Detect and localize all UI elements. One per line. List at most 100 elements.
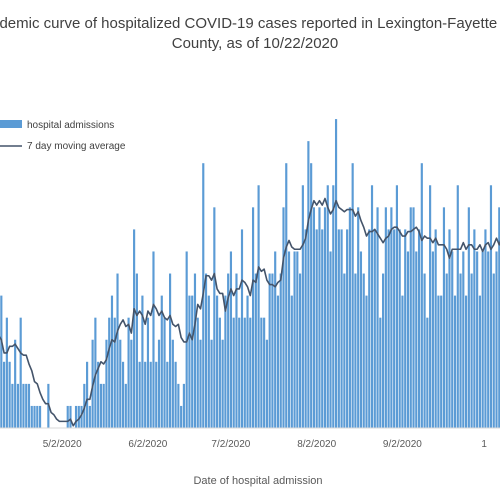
bar (301, 185, 304, 428)
bar (343, 273, 346, 428)
bar (357, 207, 360, 428)
bar (498, 207, 500, 428)
bar (249, 317, 252, 428)
bar (207, 295, 210, 428)
bar (448, 229, 451, 428)
bar (323, 207, 327, 428)
bar (315, 229, 318, 428)
bar (74, 405, 78, 428)
bar (130, 339, 133, 428)
x-tick-label: 6/2/2020 (128, 439, 167, 450)
bar (251, 207, 255, 428)
bar (492, 273, 495, 428)
bar (412, 207, 415, 428)
bar (426, 317, 429, 428)
bar (462, 251, 465, 428)
x-tick-label: 5/2/2020 (43, 439, 82, 450)
bar (445, 273, 448, 428)
bar (116, 273, 119, 428)
bar (16, 383, 20, 428)
bar (193, 273, 197, 428)
bar (453, 295, 457, 428)
bar (332, 185, 335, 428)
bar (102, 383, 105, 428)
bar (260, 317, 263, 428)
bar (133, 229, 136, 428)
bar (69, 405, 72, 428)
bar (22, 383, 25, 428)
bar (268, 273, 271, 428)
bar (318, 207, 321, 428)
bar (470, 273, 473, 428)
bar (359, 251, 363, 428)
bar-series (0, 119, 500, 428)
bar (387, 229, 390, 428)
bar (25, 383, 28, 428)
bar (321, 229, 324, 428)
bar (487, 251, 490, 428)
bar (478, 295, 481, 428)
bar (437, 295, 440, 428)
bar (423, 273, 426, 428)
bar (30, 405, 33, 428)
bar (415, 251, 418, 428)
bar (362, 273, 365, 428)
bar (326, 185, 329, 428)
bar (406, 251, 410, 428)
bar (127, 317, 130, 428)
bar (348, 207, 351, 428)
bar (105, 339, 108, 428)
bar (94, 317, 97, 428)
bar (199, 339, 202, 428)
bar (417, 229, 421, 428)
chart-title: pidemic curve of hospitalized COVID-19 c… (0, 14, 500, 54)
bar (0, 295, 3, 428)
bar (254, 273, 257, 428)
bar (163, 317, 166, 428)
bar (218, 317, 221, 428)
legend-swatch-admissions (0, 120, 22, 128)
bar (171, 339, 174, 428)
bar (489, 185, 493, 428)
bar (5, 317, 8, 428)
bar (390, 207, 393, 428)
bar (395, 185, 398, 428)
bar (124, 383, 127, 428)
bar (235, 273, 238, 428)
bar (243, 317, 246, 428)
bar (465, 295, 468, 428)
bar (210, 339, 213, 428)
bar (19, 317, 22, 428)
x-tick-labels: 4/2/20205/2/20206/2/20207/2/20208/2/2020… (43, 439, 488, 450)
bar (169, 273, 172, 428)
bar (334, 119, 338, 428)
bar (351, 163, 354, 428)
bar (232, 317, 235, 428)
bar (434, 229, 437, 428)
bar (240, 229, 244, 428)
bar (484, 229, 487, 428)
bar (80, 405, 83, 428)
bar (481, 251, 484, 428)
bar (409, 207, 412, 428)
bar (467, 207, 470, 428)
bar (166, 361, 169, 428)
bar (160, 295, 163, 428)
bar (177, 383, 180, 428)
bar (337, 229, 340, 428)
bar (420, 163, 423, 428)
bar (329, 251, 332, 428)
bar (221, 339, 224, 428)
bar (157, 339, 161, 428)
bar (180, 405, 183, 428)
legend: hospital admissions 7 day moving average (0, 120, 126, 152)
bar (401, 295, 404, 428)
bar (14, 339, 17, 428)
bar (135, 273, 138, 428)
chart-title-line-2: County, as of 10/22/2020 (171, 35, 339, 52)
bar (121, 361, 125, 428)
bar (77, 405, 80, 428)
chart-title-line-1: pidemic curve of hospitalized COVID-19 c… (0, 15, 498, 32)
bar (263, 317, 266, 428)
bar (393, 229, 396, 428)
